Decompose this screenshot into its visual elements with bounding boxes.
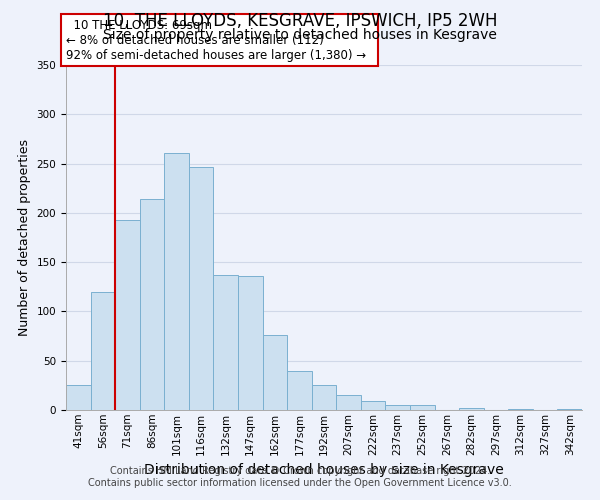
Text: Contains HM Land Registry data © Crown copyright and database right 2024.
Contai: Contains HM Land Registry data © Crown c… bbox=[88, 466, 512, 487]
Bar bbox=[312, 386, 336, 410]
Bar bbox=[263, 335, 287, 410]
Bar bbox=[140, 199, 164, 410]
Bar bbox=[164, 152, 189, 410]
Bar bbox=[385, 405, 410, 410]
Bar bbox=[361, 401, 385, 410]
Bar bbox=[214, 275, 238, 410]
Bar bbox=[189, 166, 214, 410]
Bar bbox=[238, 276, 263, 410]
Bar bbox=[66, 386, 91, 410]
Text: 10 THE LLOYDS: 69sqm
← 8% of detached houses are smaller (112)
92% of semi-detac: 10 THE LLOYDS: 69sqm ← 8% of detached ho… bbox=[66, 18, 374, 62]
Bar bbox=[115, 220, 140, 410]
Bar bbox=[459, 408, 484, 410]
Y-axis label: Number of detached properties: Number of detached properties bbox=[18, 139, 31, 336]
Text: Size of property relative to detached houses in Kesgrave: Size of property relative to detached ho… bbox=[103, 28, 497, 42]
Bar bbox=[557, 409, 582, 410]
Bar bbox=[336, 395, 361, 410]
Bar bbox=[287, 370, 312, 410]
Bar bbox=[410, 405, 434, 410]
Text: 10, THE LLOYDS, KESGRAVE, IPSWICH, IP5 2WH: 10, THE LLOYDS, KESGRAVE, IPSWICH, IP5 2… bbox=[103, 12, 497, 30]
Bar bbox=[91, 292, 115, 410]
Bar bbox=[508, 409, 533, 410]
X-axis label: Distribution of detached houses by size in Kesgrave: Distribution of detached houses by size … bbox=[144, 463, 504, 477]
